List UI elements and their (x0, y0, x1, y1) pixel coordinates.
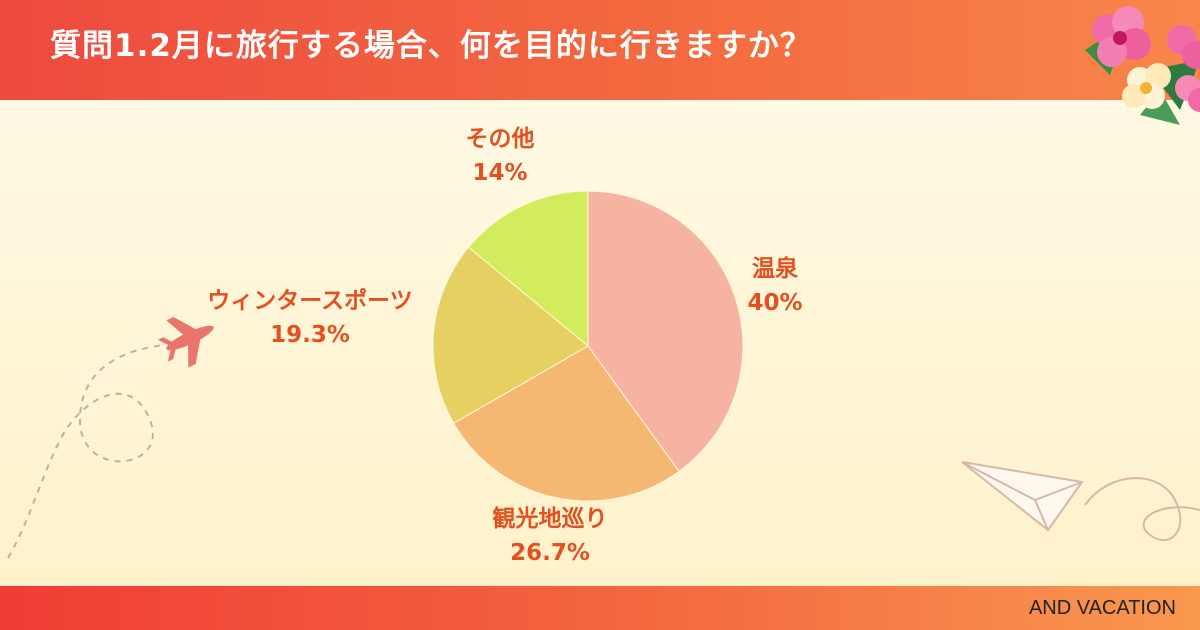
brand-name: AND VACATION (1028, 597, 1176, 619)
footer-bar: AND VACATION (0, 586, 1200, 630)
slice-label-text: ウィンタースポーツ (207, 288, 413, 314)
slice-label-sightseeing: 観光地巡り 26.7% (470, 502, 630, 570)
page-title: 質問1.2月に旅行する場合、何を目的に行きますか？ (50, 28, 812, 64)
airplane-icon (157, 316, 214, 368)
slice-value-text: 40% (747, 290, 803, 316)
slice-value-text: 26.7% (510, 540, 590, 566)
slice-label-text: 温泉 (752, 256, 798, 282)
pie-slice-3 (467, 190, 589, 348)
slice-value-text: 19.3% (270, 322, 350, 348)
paper-plane-icon (961, 461, 1200, 541)
slice-label-onsen: 温泉 40% (720, 252, 830, 320)
slice-label-other: その他 14% (440, 122, 560, 190)
slice-label-text: その他 (465, 126, 535, 152)
header-bar: 質問1.2月に旅行する場合、何を目的に行きますか？ (0, 0, 1200, 100)
slice-label-text: 観光地巡り (492, 506, 608, 532)
hibiscus-flower-icon (1085, 6, 1200, 125)
pie-slice-2 (432, 246, 589, 424)
pie-slice-0 (587, 190, 744, 473)
pie-slice-1 (452, 345, 680, 502)
slice-label-winter-sports: ウィンタースポーツ 19.3% (180, 284, 440, 352)
slice-value-text: 14% (472, 160, 528, 186)
